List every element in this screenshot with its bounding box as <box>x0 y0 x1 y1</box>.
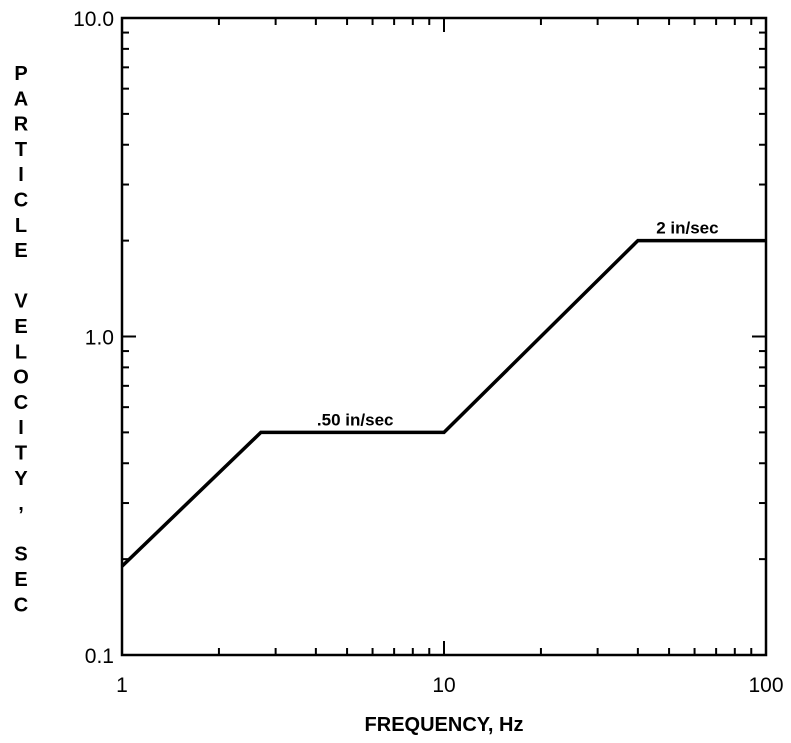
y-axis-title-char: E <box>14 240 27 262</box>
y-axis-title-char: , <box>18 493 24 515</box>
y-axis-title-char: T <box>15 443 27 465</box>
tick-labels: 1 10 100 0.1 1.0 10.0 <box>73 8 783 697</box>
plot-frame <box>120 16 768 657</box>
y-tick-label: 10.0 <box>73 8 114 31</box>
y-tick-label: 1.0 <box>85 327 114 350</box>
series-line <box>120 238 766 568</box>
y-axis-title-char: C <box>14 594 28 616</box>
y-axis-title-char: T <box>15 139 27 161</box>
y-axis-title-char: C <box>14 392 28 414</box>
y-axis-title-char: Y <box>14 468 28 490</box>
tick-marks <box>122 18 766 655</box>
y-axis-title-char: L <box>15 215 27 237</box>
y-axis-title-char: A <box>14 88 28 110</box>
y-axis-title-char: I <box>18 417 24 439</box>
x-tick-label: 1 <box>116 674 128 697</box>
y-tick-label: 0.1 <box>85 645 114 668</box>
x-axis-title: FREQUENCY, Hz <box>365 714 524 736</box>
y-axis-title-char: C <box>14 190 28 212</box>
y-axis-title-char: E <box>14 316 27 338</box>
y-axis-title-char: E <box>14 569 27 591</box>
series-layer <box>120 238 766 568</box>
annotation-label: 2 in/sec <box>656 219 718 238</box>
y-axis-title-char: R <box>14 114 29 136</box>
y-axis-title-char: P <box>14 63 27 85</box>
annotation-layer: .50 in/sec 2 in/sec <box>317 219 719 430</box>
x-tick-label: 10 <box>432 674 455 697</box>
y-axis-title-char: I <box>18 164 24 186</box>
y-axis-title-char: S <box>14 544 27 566</box>
y-axis-title-char: O <box>13 367 29 389</box>
x-tick-label: 100 <box>748 674 783 697</box>
y-axis-title-char: L <box>15 341 27 363</box>
annotation-label: .50 in/sec <box>317 410 394 429</box>
y-axis-title-char: V <box>14 291 28 313</box>
